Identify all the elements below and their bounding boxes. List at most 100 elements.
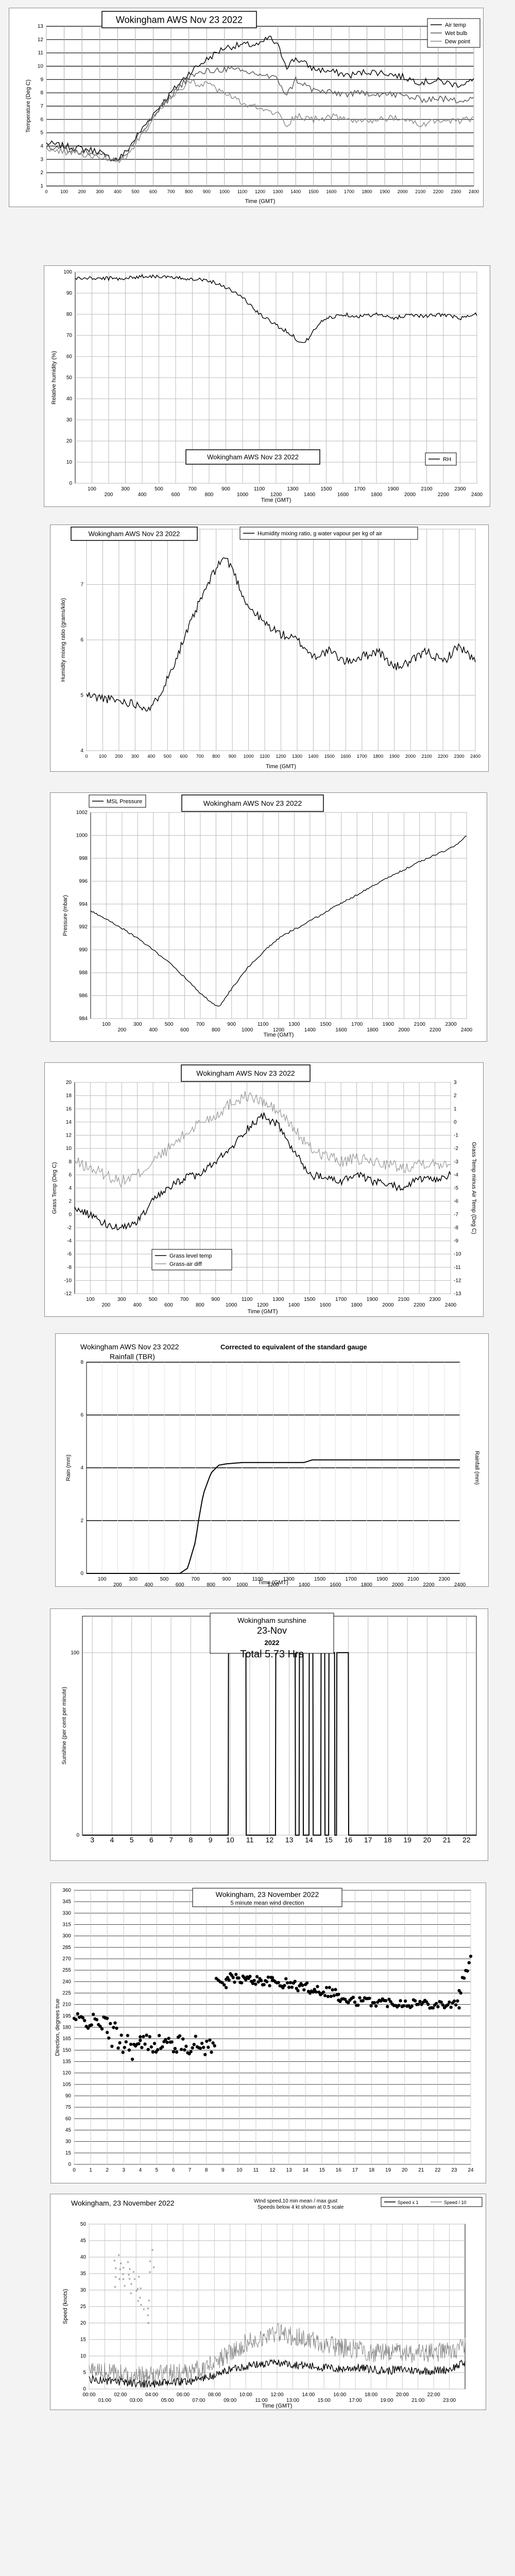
x-tick-label: 600 xyxy=(164,1302,173,1308)
data-point xyxy=(202,2045,205,2049)
x-tick-label: 16:00 xyxy=(333,2392,346,2398)
x-tick-label: 900 xyxy=(229,754,236,759)
x-tick-label: 15 xyxy=(319,2167,325,2173)
x-tick-label: 2400 xyxy=(454,1582,466,1586)
x-tick-label: 04:00 xyxy=(145,2392,158,2398)
x-tick-label: 800 xyxy=(185,189,193,194)
x-tick-label: 9 xyxy=(209,1836,213,1844)
data-point xyxy=(208,2038,212,2042)
y-tick-label: 10 xyxy=(80,2353,87,2359)
wind-speed-chart: 0 5 10 15 20 25 30 35 40 45 50 00:00 02:00 04:00 06:00… xyxy=(62,2197,483,2409)
pressure-chart: 9849869889909929949969981000100210020030… xyxy=(62,794,473,1038)
data-point xyxy=(338,1999,342,2003)
chart-subtitle: Rainfall (TBR) xyxy=(110,1352,155,1361)
legend-label: Speed x 1 xyxy=(398,2200,419,2205)
y2-tick-label: -5 xyxy=(454,1185,458,1191)
data-point xyxy=(329,1994,333,1998)
x-axis-label: Time (GMT) xyxy=(264,1032,294,1038)
data-point xyxy=(156,2048,160,2052)
data-point xyxy=(183,2048,186,2052)
y-tick-label: 984 xyxy=(79,1016,88,1022)
y-axis-label: Direction, degrees true xyxy=(55,1998,61,2056)
rainfall-panel: 0 2 4 6 8 100 200 300 400 500 600 700 800 900 1000 1100… xyxy=(55,1333,489,1588)
x-tick-label: 2100 xyxy=(414,1022,426,1027)
data-point xyxy=(425,2000,428,2004)
x-tick-label: 6 xyxy=(172,2167,175,2173)
y-tick-label: 135 xyxy=(62,2059,71,2065)
x-tick-label: 900 xyxy=(203,189,211,194)
data-point xyxy=(283,1984,286,1988)
series-line-mixing-ratio xyxy=(86,557,476,712)
sunshine-panel: 0 100 3 4 5 6 7 8 9 10 11 12 13 14 15 16 17 18 19 20 21 22 Sun… xyxy=(50,1608,488,1861)
y-tick-label: 20 xyxy=(66,438,73,444)
x-tick-label: 600 xyxy=(180,1027,189,1033)
data-point xyxy=(410,2004,414,2008)
x-tick-label: 1700 xyxy=(335,1297,347,1302)
y2-tick-label: -10 xyxy=(454,1251,461,1257)
x-tick-label: 1300 xyxy=(288,1022,300,1027)
x-tick-label: 1400 xyxy=(299,1582,311,1586)
data-point xyxy=(110,2044,114,2048)
chart-title-box xyxy=(101,11,257,28)
legend-label: RH xyxy=(443,456,451,463)
chart-note: Corrected to equivalent of the standard … xyxy=(220,1343,367,1351)
x-tick-label: 100 xyxy=(98,1577,107,1582)
y-tick-label: 14 xyxy=(66,1120,72,1125)
x-tick-label: 1200 xyxy=(257,1302,269,1308)
data-point xyxy=(161,2045,164,2049)
x-tick-label: 800 xyxy=(196,1302,204,1308)
y-tick-label: -6 xyxy=(67,1251,72,1257)
chart-title: Wokingham AWS Nov 23 2022 xyxy=(203,799,302,807)
y2-tick-label: 2 xyxy=(454,1093,457,1099)
gust-marker: × xyxy=(117,2253,120,2258)
data-point xyxy=(252,1978,256,1982)
x-tick-label: 200 xyxy=(117,1027,126,1033)
series-line-air-temp xyxy=(46,36,474,162)
data-point xyxy=(74,2018,78,2022)
y2-tick-label: -4 xyxy=(454,1172,458,1178)
data-point xyxy=(311,1990,315,1994)
series-line-speed-div-10 xyxy=(89,2323,466,2385)
gust-marker: × xyxy=(130,2291,132,2296)
legend-label: Air temp xyxy=(445,22,466,28)
y2-tick-label: -13 xyxy=(454,1291,461,1297)
y-tick-label: 0 xyxy=(80,1571,83,1577)
data-point xyxy=(326,1994,330,1998)
data-point xyxy=(386,2005,389,2008)
data-point xyxy=(171,2050,176,2054)
y-tick-label: 8 xyxy=(40,90,43,96)
data-point xyxy=(105,2030,109,2035)
y-tick-label: 994 xyxy=(79,902,88,907)
y-axis-label: Pressure (mbar) xyxy=(62,895,68,936)
x-tick-label: 100 xyxy=(102,1022,111,1027)
data-point xyxy=(358,1996,362,1999)
data-point xyxy=(328,1986,332,1989)
x-tick-label: 2000 xyxy=(382,1302,394,1308)
x-tick-label: 2200 xyxy=(438,754,448,759)
x-tick-label: 2100 xyxy=(407,1577,419,1582)
data-point xyxy=(211,2041,215,2045)
x-tick-label: 2100 xyxy=(422,754,432,759)
data-point xyxy=(139,2035,142,2039)
x-tick-label: 5 xyxy=(156,2167,159,2173)
y-tick-label: 80 xyxy=(66,312,73,317)
data-point xyxy=(148,2035,151,2039)
x-tick-label: 600 xyxy=(149,189,157,194)
gust-marker: × xyxy=(122,2266,125,2270)
y-tick-label: 4 xyxy=(68,1185,72,1191)
x-tick-label: 700 xyxy=(188,486,197,492)
y-tick-label: 255 xyxy=(62,1968,71,1973)
data-point xyxy=(105,2016,109,2020)
y-tick-label: 16 xyxy=(66,1106,72,1112)
y2-tick-label: 3 xyxy=(454,1080,457,1086)
y-tick-label: 70 xyxy=(66,333,73,338)
x-tick-label: 08:00 xyxy=(208,2392,221,2398)
data-point xyxy=(167,2037,170,2040)
x-tick-label: 900 xyxy=(221,486,230,492)
x-tick-label: 17:00 xyxy=(349,2398,362,2403)
x-tick-label: 2300 xyxy=(445,1022,457,1027)
y-tick-label: 8 xyxy=(68,1159,72,1165)
x-tick-label: 1300 xyxy=(287,486,299,492)
data-point xyxy=(277,1980,280,1985)
x-tick-label: 1900 xyxy=(387,486,399,492)
